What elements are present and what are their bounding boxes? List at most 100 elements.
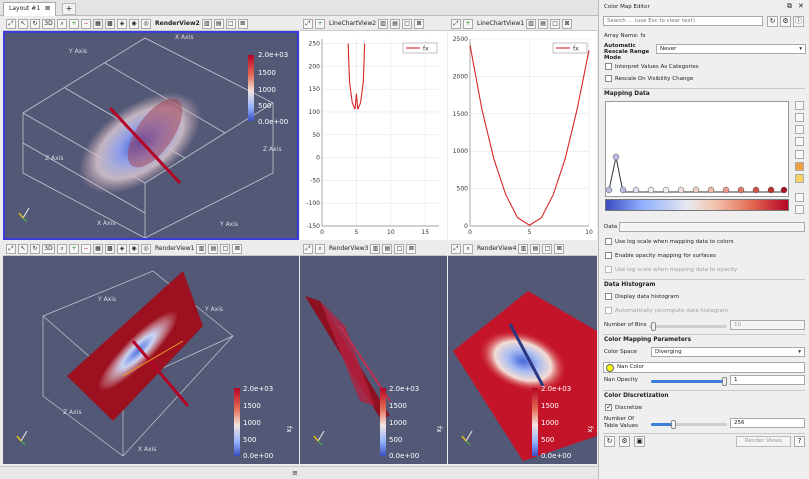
plus-icon[interactable]: + (463, 18, 473, 29)
rotate-icon[interactable]: ↻ (30, 18, 40, 29)
save-preset-icon[interactable] (795, 174, 804, 183)
hover-cells-icon[interactable]: ◎ (141, 243, 151, 254)
split-vertical-icon[interactable]: ▤ (208, 243, 219, 254)
refresh-icon[interactable]: ↻ (604, 436, 615, 447)
split-horizontal-icon[interactable]: ▥ (378, 18, 389, 29)
hover-points-icon[interactable]: ◉ (129, 18, 139, 29)
maximize-icon[interactable]: □ (225, 18, 236, 29)
split-horizontal-icon[interactable]: ▥ (201, 18, 212, 29)
zoom-icon[interactable]: ⌕ (57, 243, 67, 254)
gear-icon[interactable]: ⚙ (619, 436, 630, 447)
info-icon[interactable]: ⓘ (793, 16, 804, 27)
nan-opacity-slider-handle[interactable] (722, 377, 727, 386)
linechartview1-canvas[interactable]: 2500 2000 1500 1000 500 0 0 5 10 fx (448, 31, 597, 240)
close-view-icon[interactable]: ⊠ (232, 243, 243, 254)
select-points-icon[interactable]: ▦ (93, 18, 103, 29)
renderview3-canvas[interactable]: 2.0e+03 1500 1000 500 0.0e+00 fx (300, 256, 447, 464)
num-bins-slider-handle[interactable] (651, 322, 656, 331)
minus-icon[interactable]: − (81, 18, 91, 29)
zoom-icon[interactable]: ⌕ (57, 18, 67, 29)
projection-3d-button[interactable]: 3D (42, 18, 55, 29)
gear-icon[interactable]: ⚙ (780, 16, 791, 27)
split-horizontal-icon[interactable]: ▥ (518, 243, 529, 254)
interactive-select-icon[interactable]: ◈ (117, 243, 127, 254)
select-points-icon[interactable]: ▦ (93, 243, 103, 254)
plus-icon[interactable]: + (315, 18, 325, 29)
hover-points-icon[interactable]: ◉ (129, 243, 139, 254)
reset-camera-icon[interactable]: ⤢ (451, 18, 461, 29)
auto-rescale-select[interactable]: Never ▾ (656, 44, 806, 54)
interactive-select-icon[interactable]: ◈ (117, 18, 127, 29)
minus-icon[interactable]: − (81, 243, 91, 254)
tab-layout-1[interactable]: Layout #1 ⊠ (3, 2, 57, 16)
select-cells-icon[interactable]: ▩ (105, 18, 115, 29)
plus-icon[interactable]: + (69, 18, 79, 29)
num-table-values-field[interactable]: 256 (730, 418, 805, 428)
close-view-icon[interactable]: ⊠ (554, 243, 565, 254)
close-view-icon[interactable]: ⊠ (562, 18, 573, 29)
display-histogram-checkbox[interactable] (605, 293, 612, 300)
close-view-icon[interactable]: ⊠ (414, 18, 425, 29)
zoom-icon[interactable]: ⌕ (463, 243, 473, 254)
rescale-custom-icon[interactable] (795, 113, 804, 122)
save-defaults-icon[interactable]: ▣ (634, 436, 645, 447)
opacity-transfer-function-editor[interactable] (605, 101, 789, 197)
rescale-visibility-checkbox[interactable] (605, 75, 612, 82)
num-bins-field[interactable]: 10 (730, 320, 805, 330)
pick-icon[interactable]: ↖ (18, 18, 28, 29)
rescale-visible-icon[interactable] (795, 125, 804, 134)
invert-icon[interactable] (795, 150, 804, 159)
close-view-icon[interactable]: ⊠ (237, 18, 248, 29)
renderview4-canvas[interactable]: 2.0e+03 1500 1000 500 0.0e+00 fx (448, 256, 597, 464)
split-vertical-icon[interactable]: ▤ (530, 243, 541, 254)
reset-camera-icon[interactable]: ⤢ (451, 243, 461, 254)
rotate-icon[interactable]: ↻ (30, 243, 40, 254)
hover-cells-icon[interactable]: ◎ (141, 18, 151, 29)
renderview1-canvas[interactable]: Y Axis Y Axis Z Axis X Axis 2.0e+03 1500… (3, 256, 299, 464)
presets-icon[interactable] (795, 162, 804, 171)
maximize-icon[interactable]: □ (542, 243, 553, 254)
refresh-icon[interactable]: ↻ (767, 16, 778, 27)
gear-small-icon[interactable] (795, 205, 804, 214)
split-horizontal-icon[interactable]: ▥ (370, 243, 381, 254)
add-tab-button[interactable]: + (62, 3, 76, 15)
search-input[interactable] (603, 16, 763, 26)
reset-camera-icon[interactable]: ⤢ (6, 243, 16, 254)
color-space-select[interactable]: Diverging ▾ (651, 347, 805, 357)
maximize-icon[interactable]: □ (220, 243, 231, 254)
render-views-button[interactable]: Render Views (736, 436, 791, 447)
close-panel-icon[interactable]: ✕ (798, 2, 804, 10)
float-panel-icon[interactable]: ⧉ (787, 2, 792, 10)
split-horizontal-icon[interactable]: ▥ (196, 243, 207, 254)
pick-icon[interactable]: ↖ (18, 243, 28, 254)
close-tab-icon[interactable]: ⊠ (45, 5, 51, 12)
help-icon[interactable]: ? (794, 436, 805, 447)
splitter-handle-icon[interactable]: ≡ (292, 469, 298, 477)
split-horizontal-icon[interactable]: ▥ (526, 18, 537, 29)
plus-icon[interactable]: + (69, 243, 79, 254)
reset-camera-icon[interactable]: ⤢ (303, 243, 313, 254)
maximize-icon[interactable]: □ (394, 243, 405, 254)
projection-3d-button[interactable]: 3D (42, 243, 55, 254)
split-vertical-icon[interactable]: ▤ (213, 18, 224, 29)
num-table-values-handle[interactable] (671, 420, 676, 429)
split-vertical-icon[interactable]: ▤ (538, 18, 549, 29)
renderview2-canvas[interactable]: Y Axis X Axis Z Axis Z Axis X Axis Y Axi… (3, 31, 299, 240)
split-vertical-icon[interactable]: ▤ (390, 18, 401, 29)
num-table-values-track[interactable] (651, 423, 727, 426)
rescale-temporal-icon[interactable] (795, 137, 804, 146)
num-bins-slider-track[interactable] (649, 325, 727, 328)
interpret-categories-checkbox[interactable] (605, 63, 612, 70)
color-transfer-function-bar[interactable] (605, 199, 789, 211)
data-value-field[interactable] (619, 222, 805, 232)
reset-camera-icon[interactable]: ⤢ (303, 18, 313, 29)
maximize-icon[interactable]: □ (402, 18, 413, 29)
use-log-scale-checkbox[interactable] (605, 238, 612, 245)
enable-opacity-checkbox[interactable] (605, 252, 612, 259)
close-view-icon[interactable]: ⊠ (406, 243, 417, 254)
zoom-icon[interactable]: ⌕ (315, 243, 325, 254)
nan-color-button[interactable]: Nan Color (603, 362, 805, 373)
nan-opacity-field[interactable]: 1 (730, 375, 805, 385)
discretize-checkbox[interactable] (605, 403, 612, 411)
rescale-range-icon[interactable] (795, 101, 804, 110)
